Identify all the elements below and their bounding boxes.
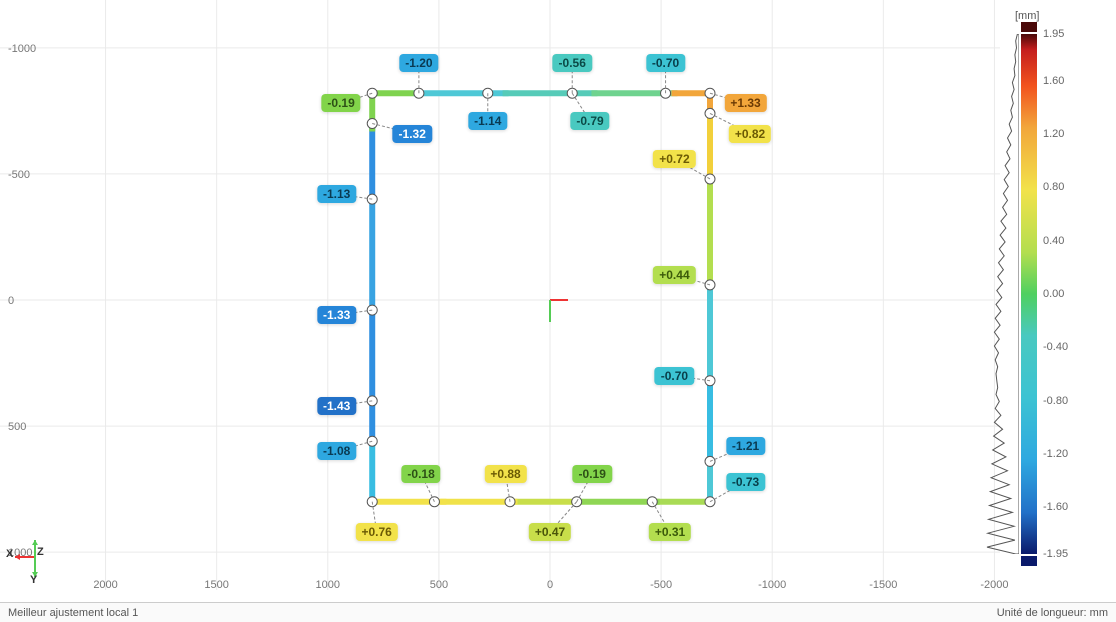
svg-text:0: 0 [547,579,553,591]
svg-text:-500: -500 [8,169,30,181]
legend-tick: -1.95 [1043,548,1068,560]
deviation-callout: -1.14 [468,112,507,130]
legend-tick: 1.20 [1043,128,1064,140]
deviation-callout: -1.32 [393,125,432,143]
legend-tick: -1.20 [1043,448,1068,460]
svg-text:-1500: -1500 [869,579,897,591]
svg-text:500: 500 [430,579,448,591]
legend-tick: 0.40 [1043,235,1064,247]
svg-text:2000: 2000 [93,579,117,591]
axis-indicator: X Y Z [10,532,60,582]
legend-tick: -0.80 [1043,395,1068,407]
deviation-callout: +0.76 [355,523,397,541]
color-legend: [mm] 1.951.601.200.800.400.00-0.40-0.80-… [1021,10,1101,570]
svg-text:0: 0 [8,295,14,307]
deviation-callout: -1.43 [317,397,356,415]
legend-unit: [mm] [1015,10,1039,22]
axis-y-label: Y [30,574,37,586]
legend-histogram [985,34,1019,554]
axis-x-label: X [6,548,13,560]
deviation-callout: -0.18 [401,465,440,483]
svg-text:1000: 1000 [316,579,340,591]
legend-tick: 1.95 [1043,28,1064,40]
status-right: Unité de longueur: mm [997,607,1108,619]
legend-tick: -0.40 [1043,341,1068,353]
deviation-callout: -0.70 [646,54,685,72]
deviation-callout: -1.08 [317,442,356,460]
deviation-callout: -0.19 [321,94,360,112]
legend-tick: 1.60 [1043,75,1064,87]
plot-canvas: 2000 1500 1000 500 0 -500 -1000 -1500 -2000 -1000… [0,0,1116,602]
deviation-callout: -1.13 [317,185,356,203]
legend-gradient-bar [1021,34,1037,554]
deviation-plot: 2000 1500 1000 500 0 -500 -1000 -1500 -2000 -1000… [0,0,1116,622]
deviation-callout: -0.70 [655,367,694,385]
deviation-callout: -0.73 [726,473,765,491]
deviation-callout: +1.33 [724,94,766,112]
svg-text:-1000: -1000 [758,579,786,591]
svg-text:-1000: -1000 [8,43,36,55]
legend-tick: -1.60 [1043,501,1068,513]
svg-text:500: 500 [8,421,26,433]
deviation-callout: -0.56 [553,54,592,72]
legend-tick: 0.80 [1043,181,1064,193]
deviation-callout: -0.79 [570,112,609,130]
deviation-callout: +0.72 [653,150,695,168]
status-bar: Meilleur ajustement local 1 Unité de lon… [0,602,1116,622]
deviation-callout: -1.21 [726,437,765,455]
deviation-callout: +0.88 [484,465,526,483]
deviation-callout: -0.19 [573,465,612,483]
deviation-callout: -1.33 [317,306,356,324]
axis-z-label: Z [37,546,44,558]
svg-text:-500: -500 [650,579,672,591]
svg-text:-2000: -2000 [980,579,1008,591]
deviation-callout: +0.47 [529,523,571,541]
deviation-callout: -1.20 [399,54,438,72]
deviation-callout: +0.82 [729,125,771,143]
deviation-callout: +0.31 [649,523,691,541]
status-left: Meilleur ajustement local 1 [8,607,138,619]
legend-tick: 0.00 [1043,288,1064,300]
deviation-callout: +0.44 [653,266,695,284]
svg-text:1500: 1500 [204,579,228,591]
